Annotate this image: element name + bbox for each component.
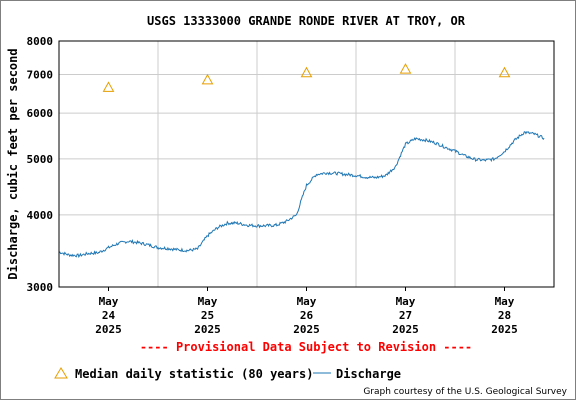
chart-title: USGS 13333000 GRANDE RONDE RIVER AT TROY…: [147, 14, 466, 28]
grid-lines: [59, 41, 554, 287]
median-triangle-marker: [300, 66, 313, 78]
x-tick-label-year: 2025: [194, 323, 221, 336]
y-tick-label: 3000: [27, 281, 54, 294]
x-tick-label-month: May: [495, 295, 515, 308]
y-tick-label: 8000: [27, 35, 54, 48]
y-axis-label: Discharge, cubic feet per second: [6, 48, 20, 279]
x-axis: May242025May252025May262025May272025May2…: [95, 287, 518, 336]
series-layer: [59, 63, 545, 258]
x-tick-label-day: 25: [201, 309, 214, 322]
y-axis: 3000 4000 5000 6000 7000 8000: [27, 35, 54, 294]
median-triangle-marker: [102, 81, 115, 92]
x-tick-label-year: 2025: [293, 323, 320, 336]
x-tick-label-year: 2025: [491, 323, 518, 336]
provisional-notice: ---- Provisional Data Subject to Revisio…: [140, 340, 472, 354]
x-tick-label-day: 24: [102, 309, 116, 322]
y-tick-label: 7000: [27, 68, 54, 81]
discharge-line: [59, 131, 545, 258]
x-tick-label-day: 28: [498, 309, 511, 322]
legend-median-label: Median daily statistic (80 years): [75, 367, 313, 381]
x-tick-label-year: 2025: [392, 323, 419, 336]
median-triangle-marker: [399, 63, 412, 74]
median-triangle-marker: [201, 73, 214, 85]
x-tick-label-month: May: [198, 295, 218, 308]
y-tick-label: 6000: [27, 107, 54, 120]
legend: Median daily statistic (80 years) Discha…: [54, 367, 401, 381]
x-tick-label-day: 26: [300, 309, 314, 322]
plot-frame: [58, 40, 555, 288]
y-tick-label: 5000: [27, 153, 54, 166]
median-triangle-marker: [498, 66, 511, 78]
y-tick-label: 4000: [27, 209, 54, 222]
x-tick-label-day: 27: [399, 309, 412, 322]
legend-discharge-label: Discharge: [336, 367, 401, 381]
legend-triangle-icon: [54, 367, 68, 379]
x-tick-label-year: 2025: [95, 323, 122, 336]
x-tick-label-month: May: [99, 295, 119, 308]
x-tick-label-month: May: [297, 295, 317, 308]
x-tick-label-month: May: [396, 295, 416, 308]
credit-text: Graph courtesy of the U.S. Geological Su…: [363, 387, 567, 397]
